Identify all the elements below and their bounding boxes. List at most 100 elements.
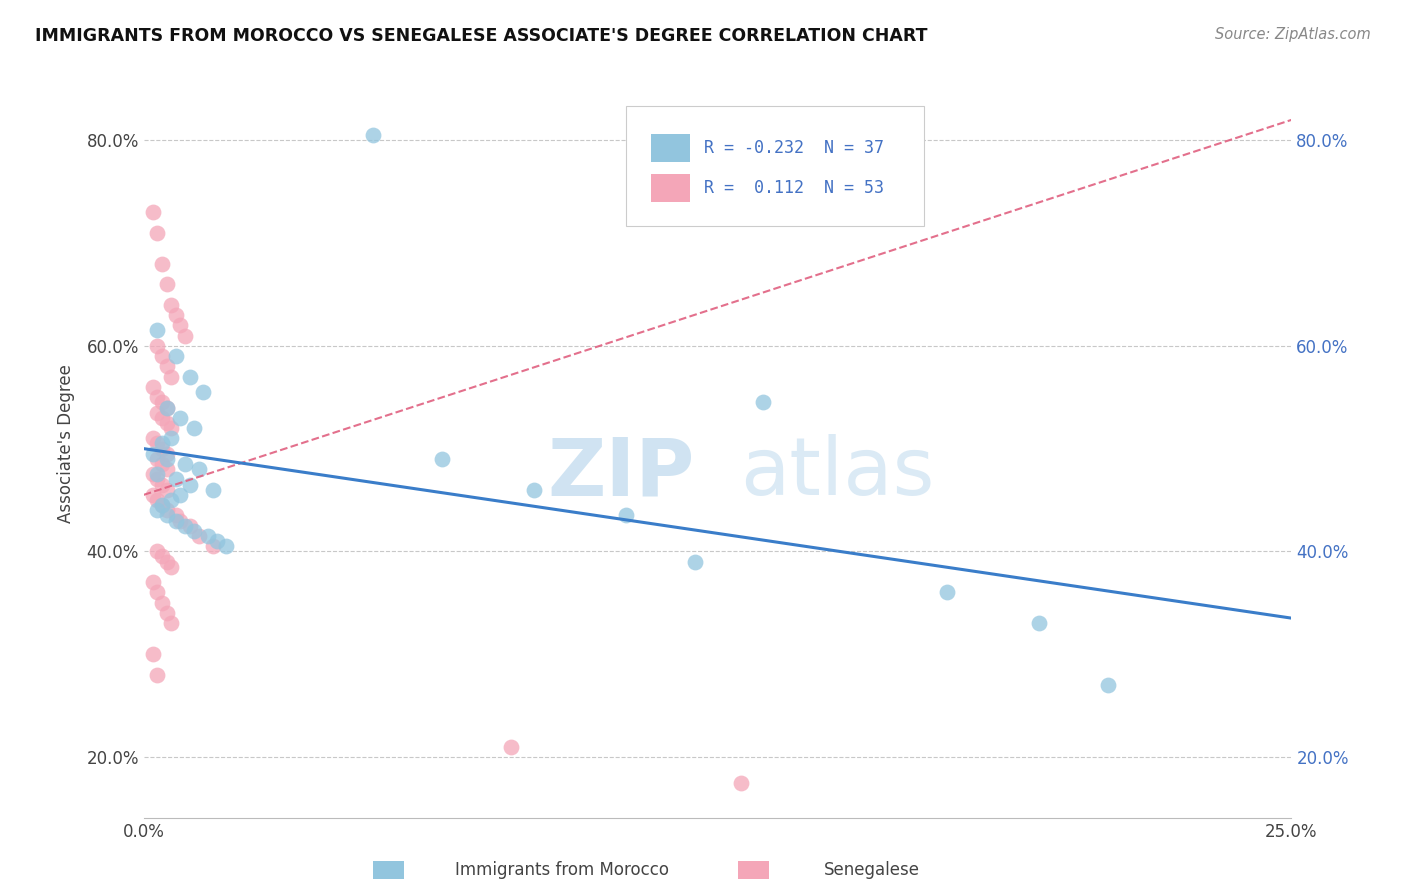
Point — [160, 421, 183, 435]
Point — [155, 462, 177, 476]
Point — [150, 498, 173, 512]
Point — [146, 467, 169, 482]
Point — [146, 339, 169, 353]
Point — [683, 555, 706, 569]
Point — [201, 539, 224, 553]
Text: R = -0.232  N = 37: R = -0.232 N = 37 — [704, 139, 884, 157]
Text: R =  0.112  N = 53: R = 0.112 N = 53 — [704, 178, 884, 197]
Text: Senegalese: Senegalese — [824, 861, 920, 879]
FancyBboxPatch shape — [651, 134, 690, 162]
Point — [155, 606, 177, 620]
Point — [165, 508, 187, 523]
Point — [499, 739, 522, 754]
Point — [165, 514, 187, 528]
Text: Immigrants from Morocco: Immigrants from Morocco — [456, 861, 669, 879]
Point — [205, 534, 228, 549]
Point — [155, 401, 177, 415]
Text: Source: ZipAtlas.com: Source: ZipAtlas.com — [1215, 27, 1371, 42]
Point — [201, 483, 224, 497]
Point — [150, 457, 173, 471]
Point — [146, 226, 169, 240]
Point — [146, 406, 169, 420]
Point — [150, 395, 173, 409]
Point — [169, 318, 191, 333]
Point — [361, 128, 384, 143]
Point — [169, 410, 191, 425]
Point — [160, 431, 183, 445]
Point — [160, 559, 183, 574]
Point — [142, 431, 165, 445]
Point — [155, 451, 177, 466]
Point — [179, 477, 201, 491]
Point — [197, 529, 219, 543]
Point — [187, 529, 209, 543]
Point — [155, 401, 177, 415]
Point — [150, 257, 173, 271]
Point — [146, 323, 169, 337]
Point — [160, 493, 183, 508]
Point — [150, 442, 173, 456]
Point — [179, 369, 201, 384]
Point — [174, 457, 197, 471]
Point — [146, 390, 169, 404]
Point — [155, 359, 177, 374]
Point — [160, 369, 183, 384]
Point — [155, 508, 177, 523]
Point — [146, 472, 169, 486]
Point — [614, 508, 637, 523]
Point — [155, 416, 177, 430]
Text: ZIP: ZIP — [547, 434, 695, 513]
Point — [523, 483, 546, 497]
Point — [165, 308, 187, 322]
Point — [150, 436, 173, 450]
Point — [146, 544, 169, 558]
Point — [183, 524, 205, 538]
Point — [146, 493, 169, 508]
Point — [155, 447, 177, 461]
Point — [142, 380, 165, 394]
FancyBboxPatch shape — [651, 174, 690, 202]
Point — [430, 451, 453, 466]
Point — [142, 447, 165, 461]
Point — [155, 277, 177, 292]
Point — [142, 205, 165, 219]
Text: atlas: atlas — [741, 434, 935, 513]
Point — [160, 298, 183, 312]
Point — [146, 503, 169, 517]
Point — [165, 472, 187, 486]
Point — [142, 467, 165, 482]
Point — [215, 539, 238, 553]
Point — [142, 488, 165, 502]
Point — [142, 647, 165, 661]
Point — [174, 518, 197, 533]
Point — [187, 462, 209, 476]
Point — [155, 483, 177, 497]
Point — [169, 488, 191, 502]
Point — [150, 498, 173, 512]
Point — [155, 555, 177, 569]
Point — [142, 575, 165, 590]
Point — [730, 775, 752, 789]
FancyBboxPatch shape — [626, 106, 924, 226]
Point — [165, 349, 187, 363]
Point — [160, 616, 183, 631]
Point — [169, 514, 191, 528]
Point — [752, 395, 775, 409]
Point — [150, 549, 173, 564]
Point — [174, 328, 197, 343]
Point — [146, 436, 169, 450]
Y-axis label: Associate's Degree: Associate's Degree — [58, 364, 75, 523]
Point — [1097, 678, 1119, 692]
Point — [179, 518, 201, 533]
Point — [1028, 616, 1050, 631]
Point — [150, 349, 173, 363]
Point — [150, 477, 173, 491]
Point — [146, 667, 169, 681]
Point — [193, 385, 215, 400]
Point — [936, 585, 959, 599]
Text: IMMIGRANTS FROM MOROCCO VS SENEGALESE ASSOCIATE'S DEGREE CORRELATION CHART: IMMIGRANTS FROM MOROCCO VS SENEGALESE AS… — [35, 27, 928, 45]
Point — [150, 410, 173, 425]
Point — [155, 503, 177, 517]
Point — [183, 421, 205, 435]
Point — [150, 596, 173, 610]
